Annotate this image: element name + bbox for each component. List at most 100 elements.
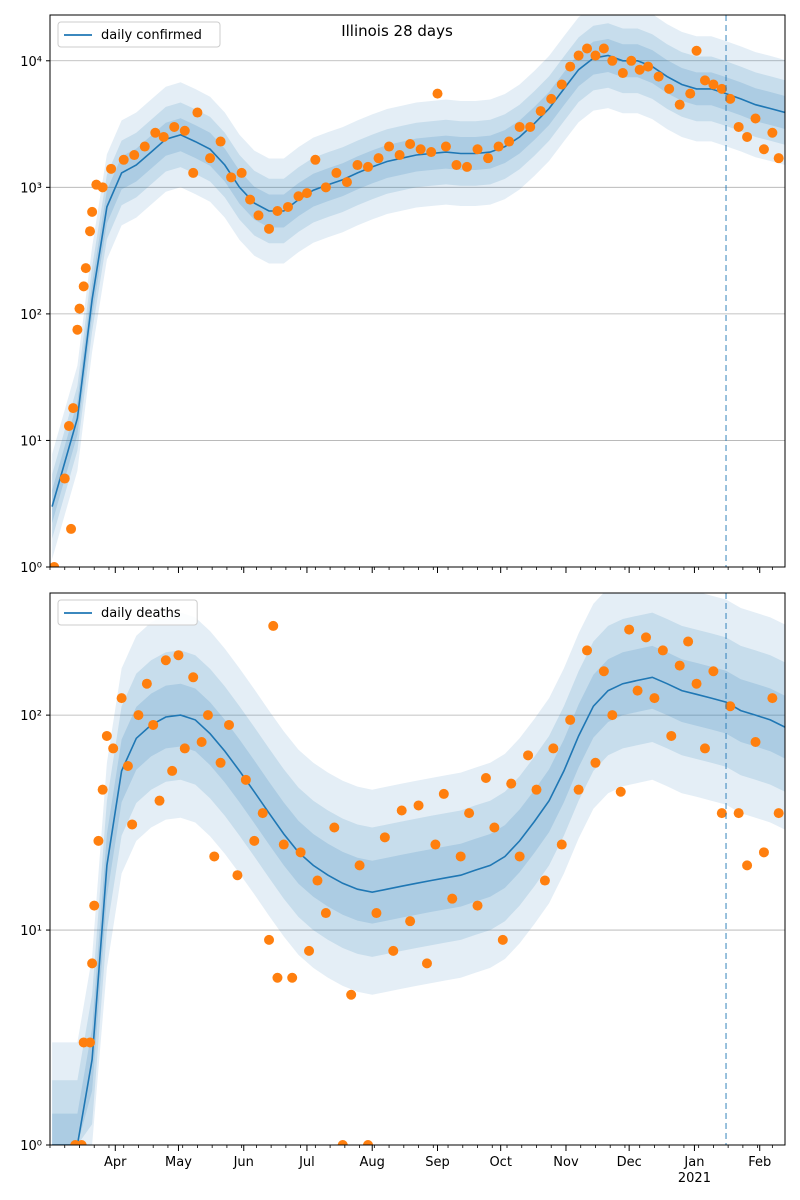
figure-title: Illinois 28 days	[341, 22, 453, 40]
observed-point	[154, 795, 165, 806]
observed-point	[363, 161, 374, 172]
y-tick-label: 10⁰	[20, 1139, 42, 1154]
observed-point	[708, 666, 719, 677]
observed-point	[295, 847, 306, 858]
observed-point	[253, 210, 264, 221]
observed-point	[582, 645, 593, 656]
uncertainty-band	[52, 645, 785, 1145]
observed-point	[514, 121, 525, 132]
uncertainty-band	[52, 15, 785, 560]
observed-point	[483, 153, 494, 164]
observed-point	[245, 194, 256, 205]
observed-point	[758, 144, 769, 155]
observed-point	[426, 147, 437, 158]
observed-point	[666, 730, 677, 741]
observed-point	[430, 839, 441, 850]
observed-point	[257, 808, 268, 819]
observed-point	[312, 875, 323, 886]
observed-point	[653, 71, 664, 82]
median-line	[52, 676, 785, 1145]
observed-point	[716, 808, 727, 819]
observed-point	[160, 655, 171, 666]
observed-point	[97, 182, 108, 193]
observed-point	[657, 645, 668, 656]
observed-point	[565, 714, 576, 725]
observed-point	[287, 972, 298, 983]
observed-point	[188, 672, 199, 683]
observed-point	[750, 736, 761, 747]
x-tick-label: Jan	[683, 1155, 704, 1170]
observed-point	[531, 784, 542, 795]
observed-point	[169, 121, 180, 132]
observed-point	[85, 226, 96, 237]
observed-point	[742, 131, 753, 142]
observed-point	[632, 685, 643, 696]
observed-point	[649, 693, 660, 704]
y-tick-label: 10²	[20, 308, 42, 323]
observed-point	[192, 107, 203, 118]
observed-point	[76, 1140, 87, 1145]
observed-point	[546, 93, 557, 104]
observed-point	[116, 693, 127, 704]
observed-point	[240, 774, 251, 785]
observed-point	[196, 736, 207, 747]
observed-point	[320, 908, 331, 919]
observed-point	[685, 88, 696, 99]
observed-point	[773, 808, 784, 819]
observed-point	[346, 989, 357, 1000]
observed-point	[301, 188, 312, 199]
observed-point	[405, 138, 416, 149]
observed-point	[384, 141, 395, 152]
observed-point	[451, 160, 462, 171]
observed-point	[504, 136, 515, 147]
observed-point	[634, 64, 645, 75]
observed-point	[215, 757, 226, 768]
observed-point	[548, 743, 559, 754]
observed-point	[337, 1140, 348, 1145]
observed-point	[373, 153, 384, 164]
observed-point	[691, 678, 702, 689]
x-tick-label: Oct	[489, 1155, 511, 1170]
observed-point	[293, 191, 304, 202]
observed-point	[617, 68, 628, 79]
observed-point	[249, 835, 260, 846]
axes-frame	[49, 14, 786, 568]
observed-point	[101, 730, 112, 741]
observed-point	[598, 43, 609, 54]
observed-point	[438, 788, 449, 799]
observed-point	[97, 784, 108, 795]
uncertainty-band	[52, 23, 785, 539]
observed-point	[767, 693, 778, 704]
observed-point	[725, 701, 736, 712]
observed-point	[371, 908, 382, 919]
x-year-label: 2021	[678, 1171, 711, 1186]
observed-point	[440, 141, 451, 152]
observed-point	[489, 822, 500, 833]
x-tick-label: Nov	[553, 1155, 579, 1170]
observed-point	[341, 177, 352, 188]
observed-point	[352, 160, 363, 171]
observed-point	[523, 750, 534, 761]
observed-point	[129, 150, 140, 161]
observed-point	[106, 163, 117, 174]
x-tick-label: Feb	[748, 1155, 771, 1170]
legend-box	[57, 599, 198, 626]
uncertainty-band	[52, 612, 785, 1145]
observed-point	[150, 127, 161, 138]
observed-point	[472, 144, 483, 155]
legend: daily deaths	[57, 599, 198, 626]
observed-point	[224, 719, 235, 730]
observed-point	[66, 523, 77, 534]
observed-point	[590, 757, 601, 768]
observed-point	[767, 127, 778, 138]
observed-point	[415, 144, 426, 155]
observed-point	[421, 958, 432, 969]
observed-point	[708, 79, 719, 90]
observed-point	[329, 822, 340, 833]
observed-point	[773, 153, 784, 164]
observed-point	[493, 141, 504, 152]
legend-box	[57, 21, 221, 48]
observed-point	[215, 136, 226, 147]
observed-point	[304, 945, 315, 956]
